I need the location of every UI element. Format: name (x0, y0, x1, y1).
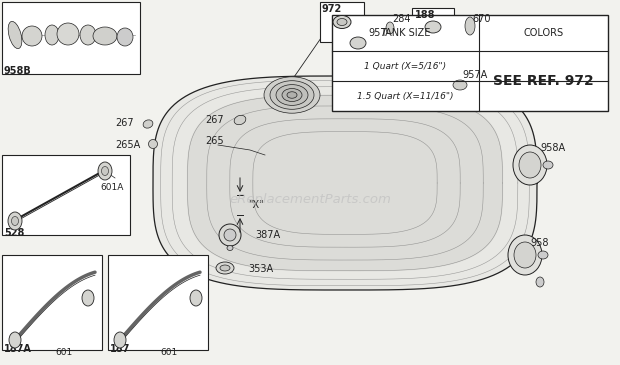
Text: 972: 972 (322, 4, 342, 14)
Text: "X": "X" (248, 200, 264, 210)
Text: COLORS: COLORS (523, 28, 564, 38)
Text: 284: 284 (392, 14, 410, 24)
Text: 601A: 601A (100, 183, 123, 192)
Ellipse shape (80, 25, 96, 45)
Ellipse shape (216, 262, 234, 274)
Ellipse shape (224, 229, 236, 241)
Ellipse shape (276, 85, 308, 105)
Bar (2, 155, 130, 235)
Ellipse shape (538, 251, 548, 259)
Polygon shape (188, 95, 502, 271)
Ellipse shape (57, 23, 79, 45)
Ellipse shape (386, 22, 394, 34)
Text: eReplacementParts.com: eReplacementParts.com (229, 193, 391, 207)
Text: 958: 958 (530, 238, 549, 248)
Text: SEE REF. 972: SEE REF. 972 (493, 74, 594, 88)
Text: 958A: 958A (540, 143, 565, 153)
Text: 353A: 353A (248, 264, 273, 274)
Ellipse shape (536, 277, 544, 287)
Text: 1.5 Quart (X=11/16"): 1.5 Quart (X=11/16") (357, 92, 454, 101)
Ellipse shape (264, 77, 320, 113)
Ellipse shape (190, 290, 202, 306)
Ellipse shape (543, 161, 553, 169)
Ellipse shape (508, 235, 542, 275)
Ellipse shape (149, 139, 157, 149)
Ellipse shape (220, 265, 230, 271)
Ellipse shape (227, 246, 233, 250)
Ellipse shape (12, 216, 19, 226)
Text: 601: 601 (160, 348, 177, 357)
Text: 528: 528 (4, 228, 24, 238)
Ellipse shape (93, 27, 117, 45)
Ellipse shape (270, 81, 314, 109)
Ellipse shape (287, 92, 297, 98)
Bar (332, 15, 608, 111)
Ellipse shape (114, 332, 126, 348)
Bar (412, 8, 454, 46)
Text: 267: 267 (205, 115, 224, 125)
Bar (108, 255, 208, 350)
Ellipse shape (350, 37, 366, 49)
Ellipse shape (514, 242, 536, 268)
Ellipse shape (465, 17, 475, 35)
Text: 601: 601 (55, 348, 73, 357)
Ellipse shape (513, 145, 547, 185)
Ellipse shape (425, 21, 441, 33)
Ellipse shape (82, 290, 94, 306)
Text: 188: 188 (415, 10, 435, 20)
Bar (2, 2, 140, 74)
Polygon shape (153, 76, 537, 290)
Text: 265: 265 (205, 136, 224, 146)
Ellipse shape (8, 22, 22, 49)
Text: 387A: 387A (255, 230, 280, 240)
Ellipse shape (9, 332, 21, 348)
Ellipse shape (117, 28, 133, 46)
Text: 957: 957 (368, 28, 387, 38)
Ellipse shape (22, 26, 42, 46)
Text: 265A: 265A (115, 140, 140, 150)
Ellipse shape (519, 152, 541, 178)
Text: TANK SIZE: TANK SIZE (380, 28, 431, 38)
Ellipse shape (337, 19, 347, 26)
Ellipse shape (453, 80, 467, 90)
Ellipse shape (234, 115, 246, 125)
Text: 957A: 957A (462, 70, 487, 80)
Ellipse shape (8, 212, 22, 230)
Ellipse shape (282, 88, 302, 101)
Ellipse shape (98, 162, 112, 180)
Text: 187A: 187A (4, 344, 32, 354)
Text: 670: 670 (472, 14, 490, 24)
Bar (320, 2, 364, 42)
Ellipse shape (143, 120, 153, 128)
Ellipse shape (45, 25, 59, 45)
Ellipse shape (219, 224, 241, 246)
Ellipse shape (102, 166, 108, 176)
Text: 267: 267 (115, 118, 134, 128)
Text: 1 Quart (X=5/16"): 1 Quart (X=5/16") (365, 62, 446, 71)
Text: 187: 187 (110, 344, 130, 354)
Bar (2, 255, 102, 350)
Ellipse shape (333, 15, 351, 28)
Text: 958B: 958B (4, 66, 32, 76)
